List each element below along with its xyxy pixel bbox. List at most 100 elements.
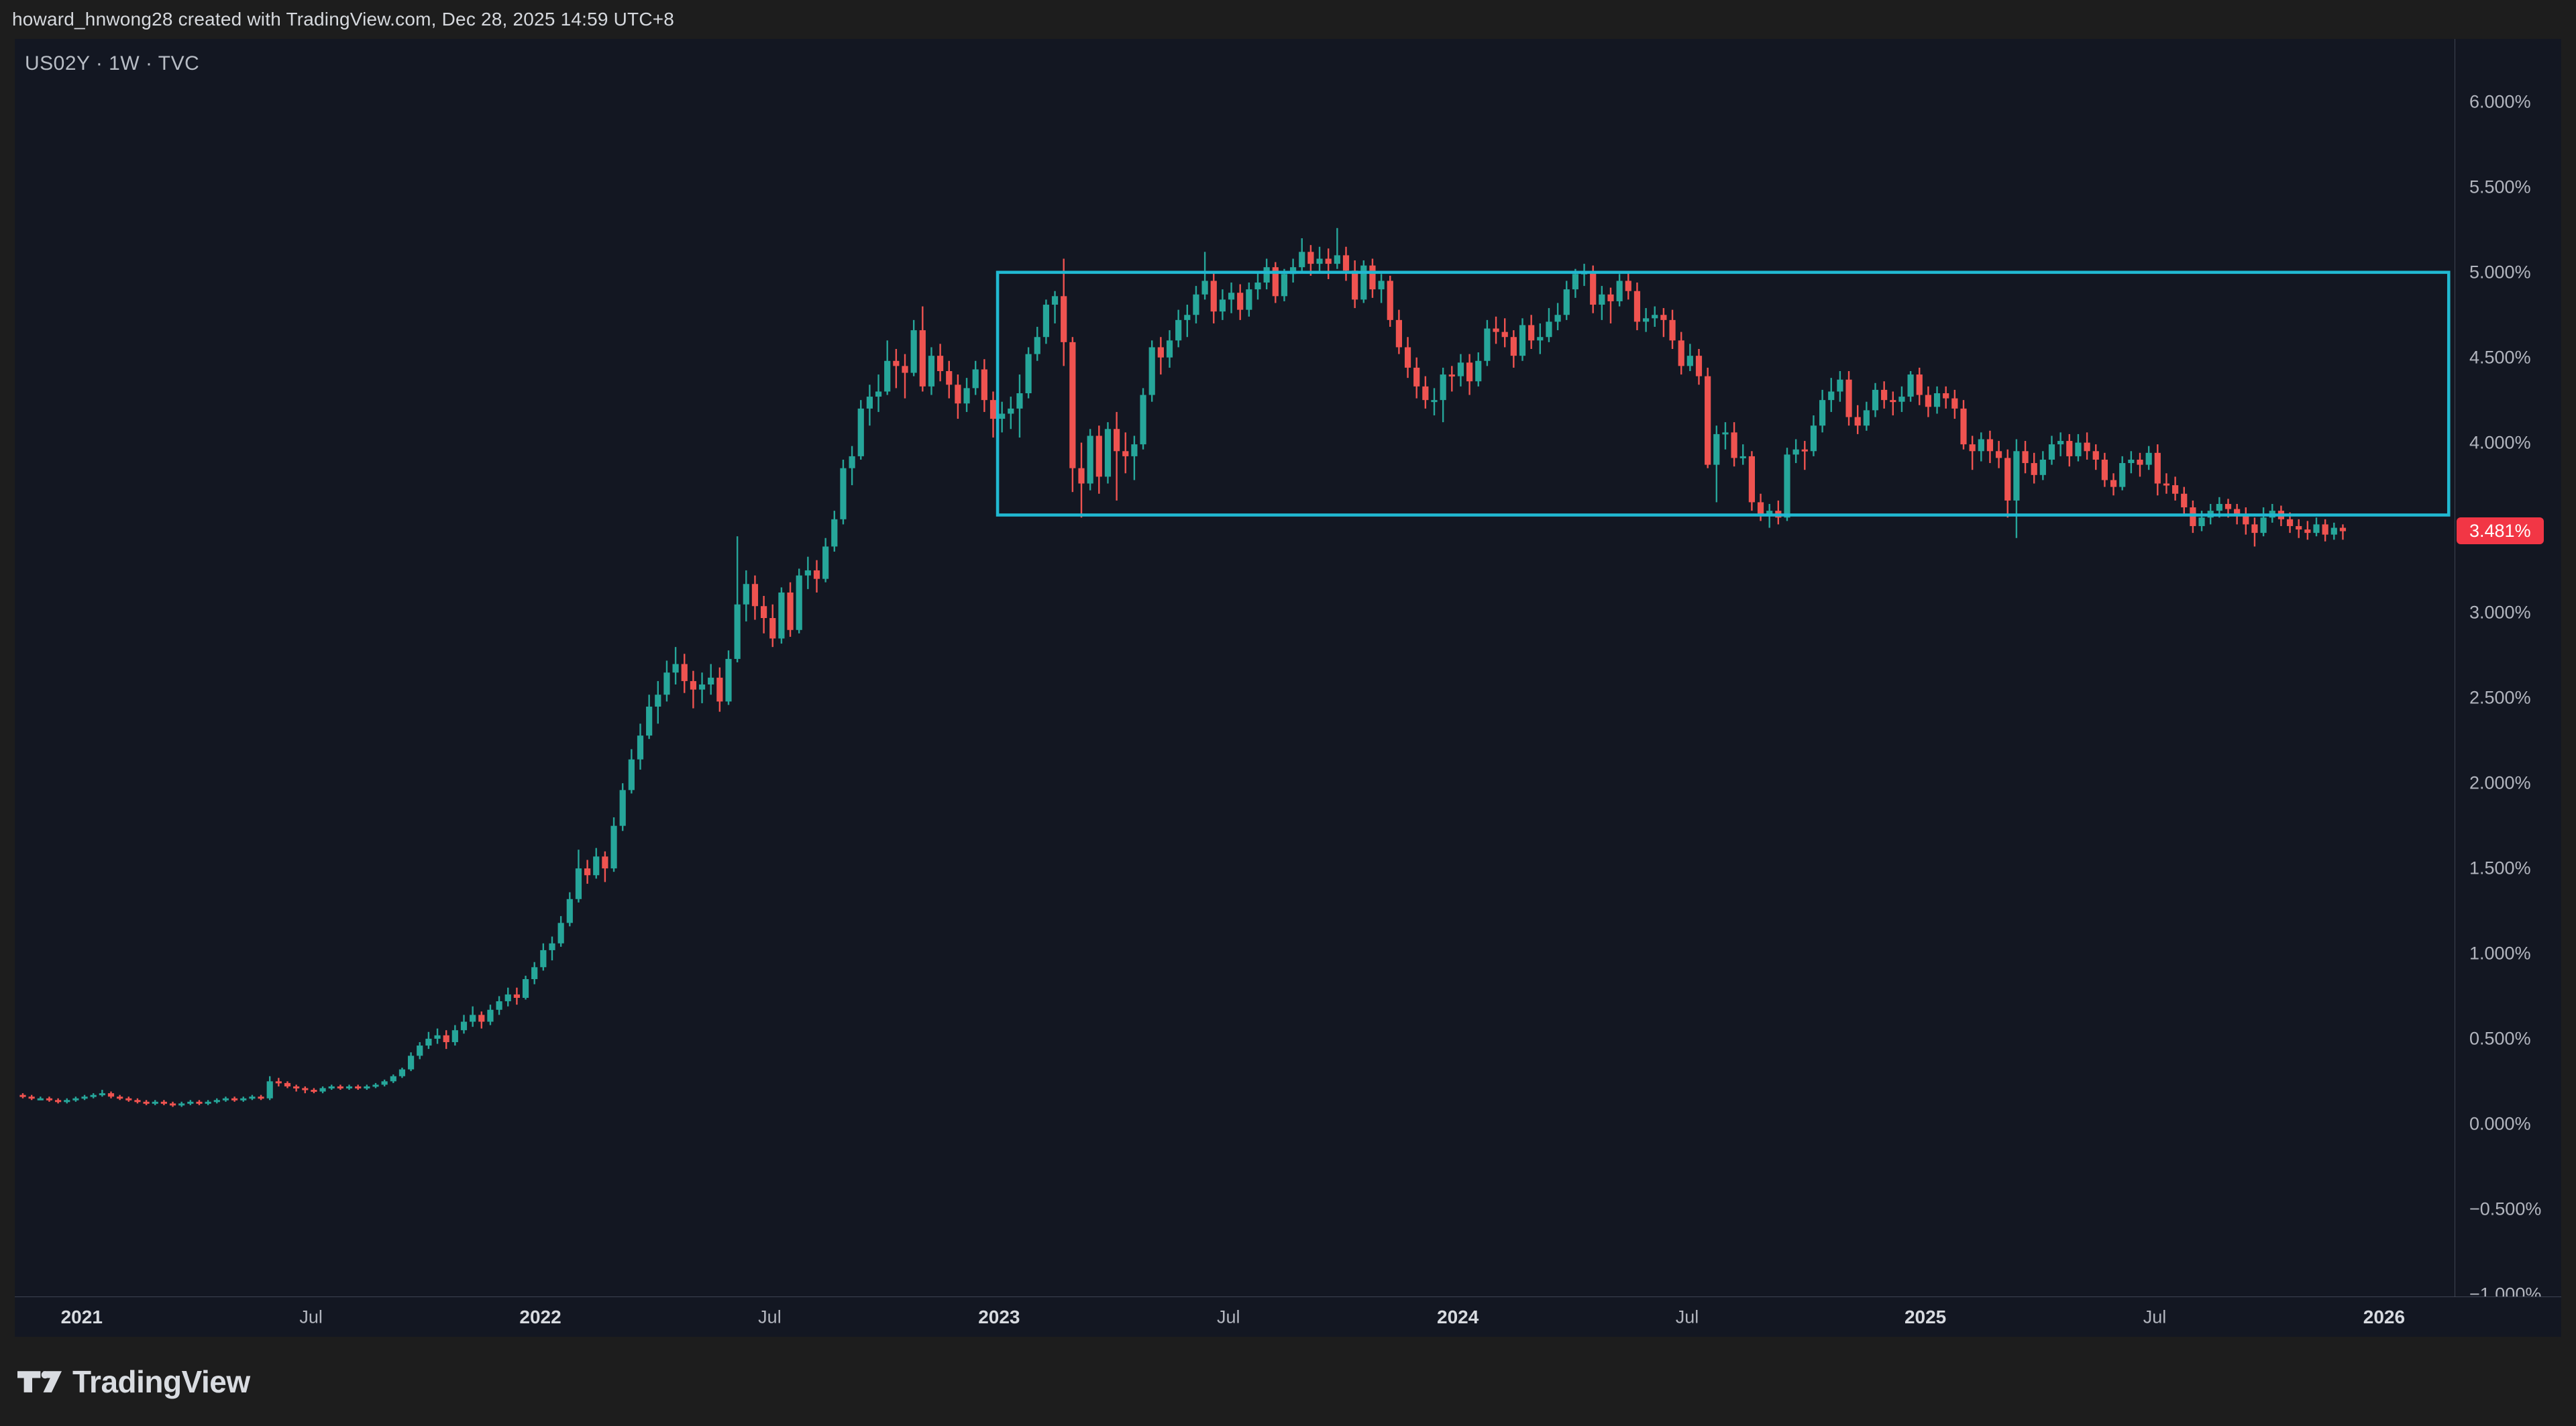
candle-body <box>1845 379 1852 417</box>
candle-body <box>1828 391 1835 401</box>
candle-body <box>1695 356 1703 376</box>
candle-body <box>2013 451 2020 501</box>
price-tick-label: 5.000% <box>2469 262 2531 283</box>
candle-body <box>2330 527 2337 535</box>
candle-body <box>2145 452 2152 465</box>
candle-body <box>946 371 953 385</box>
candle-wick <box>2165 473 2167 494</box>
candle-body <box>716 677 723 702</box>
candle-body <box>999 413 1006 419</box>
candle-body <box>619 790 626 826</box>
candle-body <box>540 950 547 968</box>
candle-wick <box>1971 436 1974 470</box>
candle-body <box>1881 389 1888 401</box>
candle-body <box>249 1097 256 1099</box>
candle-wick <box>1116 411 1118 501</box>
candle-body <box>1466 362 1473 382</box>
candle-body <box>725 658 732 702</box>
candle-body <box>1810 425 1817 452</box>
candle-body <box>1713 434 1720 465</box>
candle-body <box>1131 444 1138 456</box>
candle-body <box>1792 449 1799 455</box>
candle-body <box>1872 389 1879 411</box>
candle-body <box>698 684 706 690</box>
candle-wick <box>1724 422 1727 450</box>
candle-body <box>1219 299 1226 312</box>
price-axis[interactable]: 3.481% 6.000% 5.500% 5.000% 4.500% 4.000% 3.0… <box>2455 39 2561 1304</box>
candle-body <box>160 1101 167 1104</box>
symbol-title[interactable]: US02Y · 1W · TVC <box>25 52 200 74</box>
candle-body <box>1114 429 1120 452</box>
candle-body <box>2039 459 2046 475</box>
candle-body <box>972 369 979 389</box>
candle-body <box>1890 400 1896 403</box>
candle-body <box>690 680 696 690</box>
candle-body <box>134 1100 141 1103</box>
candle-body <box>284 1082 291 1086</box>
candle-body <box>1686 356 1693 366</box>
candle-body <box>1739 456 1746 458</box>
rectangle-drawing[interactable] <box>996 270 2451 517</box>
candle-body <box>2224 503 2232 509</box>
candle-body <box>734 604 741 659</box>
candle-body <box>55 1100 62 1103</box>
candle-body <box>1554 315 1561 322</box>
candle-body <box>2031 463 2037 475</box>
candle-body <box>1193 294 1199 315</box>
candle-body <box>99 1093 105 1096</box>
candle-body <box>1590 272 1597 305</box>
candle-wick <box>1203 252 1206 300</box>
candle-body <box>628 759 635 791</box>
candle-body <box>1898 397 1905 402</box>
candle-body <box>1307 252 1314 264</box>
candle-wick <box>1892 391 1894 415</box>
candle-body <box>2198 517 2205 526</box>
candle-body <box>751 584 759 607</box>
candle-body <box>761 606 767 619</box>
candle-body <box>2296 525 2302 530</box>
candle-body <box>2163 483 2170 486</box>
candle-body <box>2181 493 2188 508</box>
candle-body <box>364 1086 370 1088</box>
chart-background <box>15 39 2561 1337</box>
price-tick-label: 2.000% <box>2469 772 2531 793</box>
candle-body <box>787 592 794 630</box>
candle-body <box>451 1030 458 1042</box>
candle-body <box>2339 527 2347 531</box>
chart-widget: US02Y · 1W · TVC 3.481% 6.000% 5.500% 5.00… <box>15 39 2561 1337</box>
candle-body <box>1440 374 1446 401</box>
candle-body <box>1184 315 1191 320</box>
candlestick-chart[interactable] <box>15 39 2561 1337</box>
candle-body <box>884 360 891 392</box>
candle-body <box>2004 458 2011 501</box>
candle-body <box>1175 319 1182 341</box>
candle-body <box>566 899 573 923</box>
candle-wick <box>1609 287 1612 323</box>
candle-body <box>1140 395 1146 445</box>
candle-body <box>1801 449 1808 452</box>
candle-body <box>1951 398 1958 409</box>
candle-body <box>1837 379 1843 392</box>
candle-body <box>831 519 838 547</box>
candle-body <box>1731 432 1737 458</box>
candle-body <box>1916 374 1923 395</box>
candle-body <box>1034 337 1040 354</box>
candle-body <box>919 330 926 387</box>
tradingview-logo-icon <box>17 1370 62 1392</box>
candle-body <box>152 1101 158 1104</box>
candle-body <box>72 1098 79 1101</box>
candle-body <box>1572 274 1578 290</box>
candle-body <box>708 677 714 684</box>
candle-body <box>1863 410 1870 426</box>
candle-body <box>2022 451 2029 464</box>
candle-body <box>1599 294 1605 305</box>
candle-body <box>1546 321 1552 338</box>
attribution-bar: howard_hnwong28 created with TradingView… <box>0 0 2576 39</box>
candle-body <box>169 1103 176 1106</box>
time-axis[interactable]: 2021 Jul 2022 Jul 2023 Jul 2024 Jul 2025 Jul 2026 <box>15 1296 2561 1337</box>
candle-body <box>1281 274 1288 297</box>
tradingview-logo[interactable]: TradingView <box>17 1364 250 1400</box>
candle-body <box>1678 340 1684 366</box>
candle-body <box>1299 252 1305 268</box>
candle-body <box>1457 362 1464 376</box>
